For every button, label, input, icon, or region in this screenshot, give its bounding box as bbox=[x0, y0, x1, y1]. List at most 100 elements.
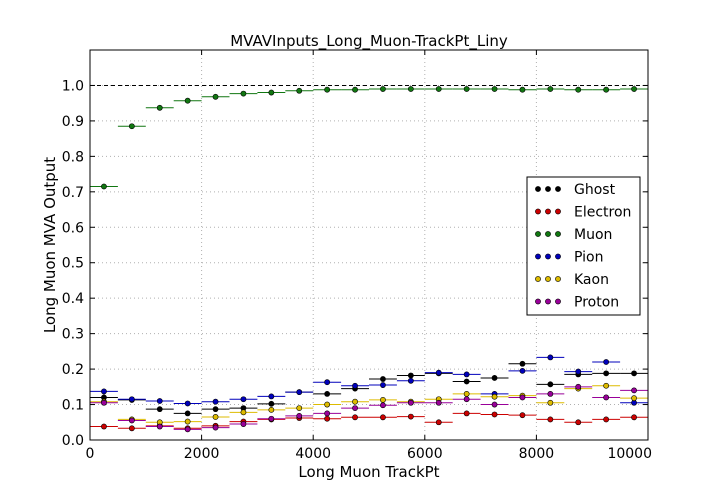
point-proton-7 bbox=[296, 412, 303, 419]
point-kaon-19 bbox=[631, 395, 637, 402]
point-muon-17 bbox=[575, 86, 582, 93]
legend-marker-kaon-0 bbox=[535, 276, 541, 282]
point-kaon-3 bbox=[184, 418, 191, 425]
point-electron-10 bbox=[380, 414, 386, 421]
point-pion-16 bbox=[547, 354, 554, 361]
legend-label-ghost: Ghost bbox=[574, 182, 616, 198]
point-muon-12 bbox=[435, 86, 442, 92]
point-ghost-6 bbox=[268, 400, 275, 407]
point-ghost-11 bbox=[407, 372, 414, 379]
point-electron-1 bbox=[128, 425, 135, 432]
point-muon-18 bbox=[603, 86, 610, 93]
point-proton-2 bbox=[156, 423, 163, 430]
point-proton-3 bbox=[184, 426, 191, 433]
legend-marker-electron-2 bbox=[555, 208, 561, 215]
series-proton bbox=[90, 383, 648, 433]
point-electron-17 bbox=[575, 419, 582, 426]
legend-marker-muon-1 bbox=[545, 231, 551, 237]
point-kaon-10 bbox=[380, 397, 386, 403]
point-proton-19 bbox=[631, 387, 637, 394]
y-tick-label-4: 0.4 bbox=[62, 291, 84, 307]
point-muon-3 bbox=[184, 97, 191, 104]
point-proton-9 bbox=[352, 405, 358, 411]
legend-marker-muon-0 bbox=[535, 231, 541, 237]
legend-marker-ghost-0 bbox=[535, 186, 541, 192]
point-pion-10 bbox=[380, 382, 386, 388]
chart-title: MVAVInputs_Long_Muon-TrackPt_Liny bbox=[230, 32, 508, 51]
y-tick-label-1: 0.1 bbox=[62, 398, 84, 414]
y-tick-label-5: 0.5 bbox=[62, 256, 84, 272]
point-pion-7 bbox=[296, 389, 303, 396]
point-pion-3 bbox=[184, 400, 191, 407]
legend: Ghost Electron Muon Pion Kaon Proton bbox=[526, 176, 641, 316]
point-electron-14 bbox=[491, 411, 498, 418]
point-electron-9 bbox=[352, 414, 358, 421]
point-ghost-2 bbox=[156, 406, 163, 413]
point-muon-2 bbox=[156, 104, 163, 111]
y-tick-label-3: 0.3 bbox=[62, 327, 84, 343]
point-pion-2 bbox=[156, 398, 163, 404]
point-muon-14 bbox=[491, 86, 498, 92]
point-kaon-9 bbox=[352, 398, 358, 405]
point-pion-12 bbox=[435, 369, 442, 376]
legend-item-electron: Electron bbox=[535, 205, 631, 221]
point-ghost-4 bbox=[212, 406, 219, 413]
point-proton-10 bbox=[380, 402, 386, 409]
legend-label-pion: Pion bbox=[574, 250, 603, 266]
point-proton-18 bbox=[603, 394, 610, 401]
y-tick-label-8: 0.8 bbox=[62, 149, 84, 165]
legend-box bbox=[526, 176, 641, 316]
point-pion-11 bbox=[407, 377, 414, 384]
point-pion-13 bbox=[463, 371, 470, 378]
point-pion-1 bbox=[128, 396, 135, 403]
point-muon-6 bbox=[268, 89, 275, 96]
point-pion-5 bbox=[240, 396, 247, 403]
series-muon bbox=[90, 86, 648, 190]
point-ghost-15 bbox=[519, 360, 526, 367]
legend-marker-electron-0 bbox=[535, 208, 541, 215]
point-proton-4 bbox=[212, 424, 219, 431]
point-pion-17 bbox=[575, 368, 582, 375]
point-electron-0 bbox=[101, 423, 107, 430]
point-electron-19 bbox=[631, 414, 637, 421]
legend-marker-proton-0 bbox=[535, 298, 541, 305]
x-axis-label: Long Muon TrackPt bbox=[298, 463, 439, 481]
point-kaon-6 bbox=[268, 406, 275, 413]
point-muon-16 bbox=[547, 86, 554, 92]
x-tick-label-0: 0 bbox=[86, 446, 95, 462]
x-tick-label-4: 8000 bbox=[519, 446, 555, 462]
point-proton-1 bbox=[128, 417, 135, 424]
series-layer bbox=[90, 86, 648, 433]
y-tick-label-9: 0.9 bbox=[62, 114, 84, 130]
point-kaon-5 bbox=[240, 409, 247, 416]
point-kaon-14 bbox=[491, 393, 498, 400]
y-tick-label-7: 0.7 bbox=[62, 185, 84, 201]
legend-item-proton: Proton bbox=[535, 295, 619, 311]
point-electron-8 bbox=[324, 415, 331, 422]
point-electron-13 bbox=[463, 410, 470, 417]
legend-item-kaon: Kaon bbox=[535, 272, 609, 288]
x-tick-label-5: 10000 bbox=[607, 446, 652, 462]
point-kaon-4 bbox=[212, 414, 219, 420]
point-muon-8 bbox=[324, 86, 331, 93]
legend-marker-kaon-2 bbox=[555, 276, 561, 282]
x-tick-label-3: 6000 bbox=[407, 446, 443, 462]
point-proton-12 bbox=[435, 399, 442, 406]
legend-marker-ghost-1 bbox=[545, 186, 551, 192]
point-electron-15 bbox=[519, 412, 526, 419]
point-pion-4 bbox=[212, 398, 219, 405]
legend-item-ghost: Ghost bbox=[535, 182, 616, 198]
legend-label-proton: Proton bbox=[574, 295, 619, 311]
legend-item-pion: Pion bbox=[535, 250, 603, 266]
point-ghost-8 bbox=[324, 391, 331, 397]
point-ghost-13 bbox=[463, 378, 470, 385]
y-tick-label-0: 0.0 bbox=[62, 433, 84, 449]
plot-frame bbox=[89, 49, 649, 441]
y-tick-label-6: 0.6 bbox=[62, 220, 84, 236]
point-kaon-16 bbox=[547, 399, 554, 406]
legend-marker-pion-2 bbox=[555, 253, 561, 260]
legend-label-muon: Muon bbox=[574, 227, 612, 243]
point-electron-18 bbox=[603, 416, 610, 423]
point-proton-16 bbox=[547, 391, 554, 397]
